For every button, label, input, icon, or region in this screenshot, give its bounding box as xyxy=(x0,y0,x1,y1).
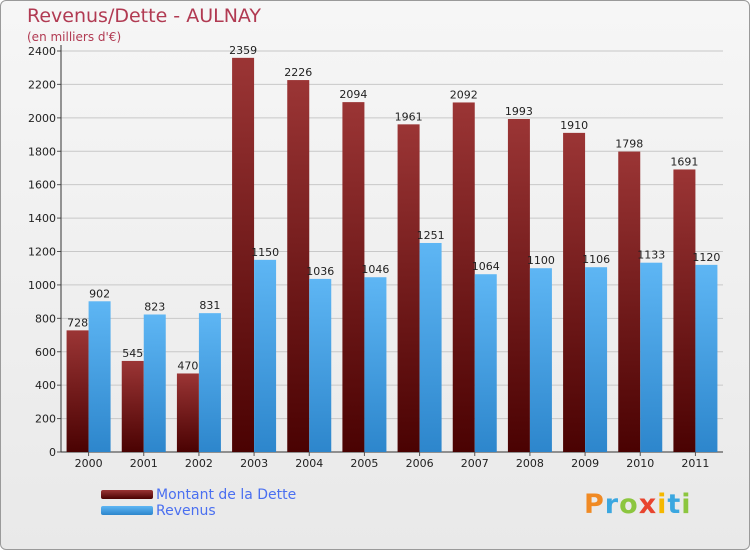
data-label: 1064 xyxy=(472,260,500,273)
data-label: 545 xyxy=(122,347,143,360)
x-tick-label: 2006 xyxy=(406,457,434,470)
bar-dette xyxy=(232,57,255,453)
data-label: 1910 xyxy=(560,119,588,132)
logo-letter: t xyxy=(667,489,682,520)
data-label: 1120 xyxy=(692,251,720,264)
data-label: 1106 xyxy=(582,253,610,266)
bar-revenus xyxy=(529,268,552,452)
data-label: 1961 xyxy=(395,110,423,123)
x-tick-label: 2005 xyxy=(350,457,378,470)
y-tick-label: 0 xyxy=(49,446,56,459)
bar-dette xyxy=(507,119,530,452)
bar-revenus xyxy=(198,313,221,452)
y-tick-label: 1800 xyxy=(28,145,56,158)
y-tick-label: 1200 xyxy=(28,246,56,259)
bar-dette xyxy=(563,132,586,452)
bar-revenus xyxy=(474,274,497,452)
bar-dette xyxy=(176,373,199,452)
y-tick-label: 2000 xyxy=(28,112,56,125)
data-label: 831 xyxy=(199,299,220,312)
data-label: 1150 xyxy=(251,246,279,259)
bar-dette xyxy=(121,360,144,452)
bar-dette xyxy=(66,330,89,452)
logo-letter: r xyxy=(604,489,620,520)
bar-dette xyxy=(673,169,696,452)
data-label: 823 xyxy=(144,300,165,313)
data-label: 1798 xyxy=(615,138,643,151)
data-label: 1691 xyxy=(670,155,698,168)
y-tick-label: 600 xyxy=(35,346,56,359)
x-tick-label: 2007 xyxy=(461,457,489,470)
bar-revenus xyxy=(143,314,166,452)
y-tick-label: 2200 xyxy=(28,78,56,91)
y-tick-label: 1000 xyxy=(28,279,56,292)
logo-letter: o xyxy=(619,489,639,520)
x-tick-label: 2011 xyxy=(681,457,709,470)
bar-dette xyxy=(618,151,641,452)
logo-letter: i xyxy=(681,489,692,520)
legend-label-dette: Montant de la Dette xyxy=(156,487,297,503)
data-label: 1993 xyxy=(505,105,533,118)
y-tick-label: 400 xyxy=(35,379,56,392)
data-label: 1251 xyxy=(417,229,445,242)
legend-swatch-revenus xyxy=(101,506,153,515)
x-tick-label: 2004 xyxy=(295,457,323,470)
bar-revenus xyxy=(309,278,332,452)
bar-dette xyxy=(342,102,365,452)
legend-swatch-dette xyxy=(101,490,153,499)
data-label: 1046 xyxy=(361,263,389,276)
data-label: 2359 xyxy=(229,44,257,57)
x-tick-label: 2010 xyxy=(626,457,654,470)
x-tick-label: 2000 xyxy=(75,457,103,470)
logo-letter: P xyxy=(584,489,605,520)
data-label: 902 xyxy=(89,287,110,300)
x-tick-label: 2001 xyxy=(130,457,158,470)
bar-revenus xyxy=(364,277,387,452)
bar-dette xyxy=(452,102,475,452)
bar-revenus xyxy=(419,242,442,452)
chart-subtitle: (en milliers d'€) xyxy=(27,30,122,44)
data-label: 2092 xyxy=(450,88,478,101)
bar-dette xyxy=(287,80,310,452)
data-label: 1133 xyxy=(637,249,665,262)
bar-revenus xyxy=(88,301,111,452)
x-tick-label: 2003 xyxy=(240,457,268,470)
bar-dette xyxy=(397,124,420,453)
data-label: 728 xyxy=(67,316,88,329)
bar-revenus xyxy=(254,259,277,452)
y-tick-label: 2400 xyxy=(28,45,56,58)
legend-label-revenus: Revenus xyxy=(156,503,216,519)
data-label: 1036 xyxy=(306,265,334,278)
data-label: 2226 xyxy=(284,66,312,79)
y-tick-label: 200 xyxy=(35,413,56,426)
logo-letter: i xyxy=(657,489,668,520)
chart-title: Revenus/Dette - AULNAY xyxy=(27,5,262,27)
bar-revenus xyxy=(695,264,718,452)
x-tick-label: 2009 xyxy=(571,457,599,470)
proxiti-logo: Proxiti xyxy=(584,489,692,520)
bar-revenus xyxy=(640,262,663,452)
data-label: 2094 xyxy=(339,88,367,101)
y-tick-label: 800 xyxy=(35,312,56,325)
x-tick-label: 2008 xyxy=(516,457,544,470)
y-tick-label: 1600 xyxy=(28,179,56,192)
logo-letter: x xyxy=(638,489,658,520)
y-tick-label: 1400 xyxy=(28,212,56,225)
x-tick-label: 2002 xyxy=(185,457,213,470)
data-label: 470 xyxy=(177,359,198,372)
bar-revenus xyxy=(585,267,608,452)
data-label: 1100 xyxy=(527,254,555,267)
